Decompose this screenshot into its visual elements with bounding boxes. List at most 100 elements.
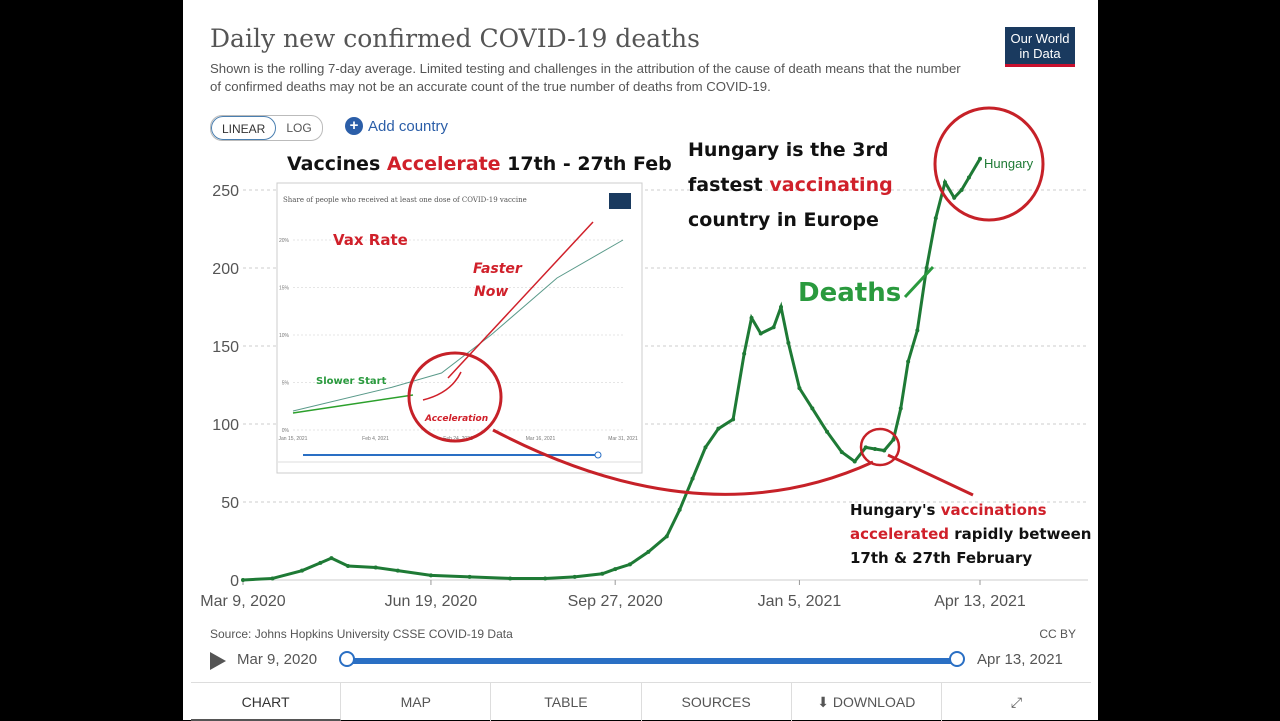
inset-y-label: 5%	[282, 381, 290, 387]
add-country-label: Add country	[368, 117, 449, 135]
y-tick-label: 50	[221, 495, 239, 512]
bottom-line-1: Hungary's vaccinations	[850, 498, 1091, 522]
data-point	[508, 576, 513, 581]
data-point	[572, 574, 577, 579]
data-point	[329, 556, 334, 561]
series-line-hungary	[242, 158, 982, 582]
data-point	[978, 156, 982, 161]
inset-logo	[609, 193, 631, 209]
chart-card: Daily new confirmed COVID-19 deaths Show…	[183, 0, 1098, 721]
faster-arrow-line	[447, 221, 594, 379]
share-icon[interactable]: ⤢	[1010, 694, 1023, 710]
vaccines-accelerate-annotation: Vaccines Accelerate 17th - 27th Feb	[287, 153, 672, 175]
series-group: Hungary	[241, 156, 1034, 582]
timeline: Mar 9, 2020 Apr 13, 2021	[210, 648, 1080, 674]
data-point	[346, 563, 351, 568]
tab-table[interactable]: TABLE	[491, 683, 642, 721]
data-point	[395, 568, 400, 573]
bottom-text-2b: rapidly between	[949, 525, 1092, 543]
hungary-line-2: fastest vaccinating	[688, 168, 893, 203]
data-point	[299, 568, 304, 573]
vaccines-text-2: 17th - 27th Feb	[500, 153, 672, 175]
inset-x-labels: Jan 15, 2021 Feb 4, 2021 Feb 24, 2021 Mar 1…	[279, 436, 638, 442]
timeline-end-handle[interactable]	[949, 651, 965, 667]
timeline-start-handle[interactable]	[339, 651, 355, 667]
inset-x-label: Feb 24, 2021	[443, 436, 473, 442]
license-note[interactable]: CC BY	[1039, 627, 1076, 641]
timeline-track[interactable]	[347, 658, 957, 664]
hungary-text-2red: vaccinating	[769, 174, 893, 196]
data-point	[882, 448, 887, 453]
inset-gridlines	[293, 239, 623, 431]
play-icon[interactable]	[210, 652, 226, 670]
source-note[interactable]: Source: Johns Hopkins University CSSE CO…	[210, 627, 513, 641]
data-point	[906, 359, 911, 364]
series-label-hungary: Hungary	[984, 156, 1034, 171]
data-point	[270, 576, 275, 581]
hungary-circle	[933, 106, 1045, 222]
data-point	[716, 426, 721, 431]
inset-x-label: Mar 16, 2021	[526, 436, 556, 442]
scale-toggle: LINEAR LOG	[210, 115, 323, 141]
data-point	[749, 315, 754, 320]
chart-subtitle: Shown is the rolling 7-day average. Limi…	[210, 61, 961, 94]
hungary-ranking-annotation: Hungary is the 3rd fastest vaccinating c…	[688, 133, 893, 238]
y-tick-label: 250	[212, 183, 239, 200]
data-point	[690, 476, 695, 481]
add-country-button[interactable]: + Add country	[345, 117, 448, 135]
x-tick-label: Jun 19, 2020	[385, 593, 478, 610]
tab-map[interactable]: MAP	[341, 683, 492, 721]
data-point	[373, 565, 378, 570]
tab-chart[interactable]: CHART	[191, 683, 342, 721]
x-tick-label: Sep 27, 2020	[568, 593, 663, 610]
data-point	[898, 406, 903, 411]
plus-icon: +	[345, 117, 363, 135]
vax-rate-annotation: Vax Rate	[333, 231, 408, 249]
now-annotation: Now	[474, 284, 509, 300]
x-tick-label: Mar 9, 2020	[200, 593, 285, 610]
linear-button[interactable]: LINEAR	[211, 116, 277, 140]
data-point	[241, 578, 245, 582]
hungary-line-3: country in Europe	[688, 209, 879, 231]
inset-title: Share of people who received at least on…	[283, 196, 527, 204]
data-point	[891, 437, 896, 442]
y-tick-label: 150	[212, 339, 239, 356]
owid-logo[interactable]: Our World in Data	[1005, 27, 1075, 67]
data-point	[924, 266, 929, 270]
connector-curve	[492, 428, 874, 496]
y-tick-label: 200	[212, 261, 239, 278]
tab-sources[interactable]: SOURCES	[642, 683, 792, 721]
data-point	[646, 549, 651, 554]
inset-y-label: 20%	[279, 238, 290, 244]
data-point	[839, 450, 844, 455]
x-tick-label: Apr 13, 2021	[934, 593, 1026, 610]
chart-svg: 0 50 100 150 200 250 Mar 9, 2020 Jun 19, 2020 S…	[200, 106, 1088, 610]
data-point	[543, 576, 548, 581]
x-tick-label: Jan 5, 2021	[758, 593, 842, 610]
deaths-annotation: Deaths	[798, 278, 902, 308]
bottom-text-1red: vaccinations	[940, 501, 1047, 519]
data-point	[428, 573, 433, 578]
inset-frame	[276, 182, 643, 474]
y-axis-labels: 0 50 100 150 200 250	[212, 183, 239, 590]
inset-y-label: 0%	[282, 428, 290, 434]
data-point	[742, 351, 747, 356]
inset-x-label: Mar 31, 2021	[608, 436, 638, 442]
log-button[interactable]: LOG	[286, 121, 312, 135]
tab-download[interactable]: ⬇ DOWNLOAD	[792, 683, 942, 721]
data-point	[758, 331, 763, 336]
data-point	[872, 446, 877, 451]
bottom-line-3: 17th & 27th February	[850, 549, 1033, 567]
inset-y-label: 10%	[279, 333, 290, 339]
data-point	[318, 560, 323, 565]
inset-y-label: 15%	[279, 286, 290, 292]
data-point	[786, 340, 791, 345]
data-point	[771, 325, 776, 330]
tab-download-label: DOWNLOAD	[832, 694, 916, 710]
data-point	[467, 574, 472, 579]
data-point	[613, 567, 618, 572]
dip-circle	[859, 427, 901, 467]
slower-start-annotation: Slower Start	[316, 376, 387, 387]
bottom-text-1a: Hungary's	[850, 501, 941, 519]
data-point	[952, 195, 957, 200]
